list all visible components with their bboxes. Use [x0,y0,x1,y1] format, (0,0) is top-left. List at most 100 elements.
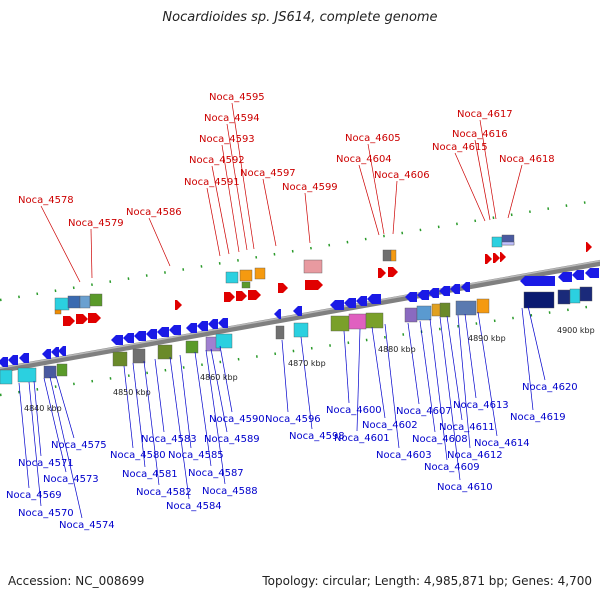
lower-gene-label: Noca_4588 [202,486,258,497]
leader-line [507,164,523,219]
leader-line [527,305,546,381]
protein-domain-box [239,269,253,282]
reverse-gene-arrow [157,327,169,337]
lower-gene-label: Noca_4580 [110,450,166,461]
lower-gene-label: Noca_4602 [362,420,418,431]
leader-line [281,339,289,413]
lower-gene-label: Noca_4611 [439,422,495,433]
reverse-gene-arrow [123,333,134,343]
reverse-gene-arrow [218,318,228,328]
lower-gene-label: Noca_4584 [166,501,222,512]
protein-domain-box [275,325,285,340]
kbp-label: 4840 kbp [24,404,62,413]
leader-line [356,328,361,432]
lower-gene-label: Noca_4569 [6,490,62,501]
lower-gene-label: Noca_4575 [51,440,107,451]
leader-line [384,323,400,449]
protein-domain-box [382,249,392,262]
protein-domain-box [303,259,323,274]
lower-gene-label: Noca_4601 [334,433,390,444]
leader-line [371,326,386,419]
leader-line [457,314,471,449]
upper-gene-label: Noca_4592 [189,155,245,166]
protein-domain-box [17,367,37,383]
protein-domain-box [56,363,68,377]
leader-line [205,349,226,485]
protein-domain-box [348,313,367,330]
forward-gene-arrow [586,242,592,252]
page-title: Nocardioides sp. JS614, complete genome [162,10,438,25]
upper-gene-label: Noca_4593 [199,134,255,145]
reverse-gene-arrow [42,349,51,359]
lower-gene-label: Noca_4587 [188,468,244,479]
upper-gene-label: Noca_4578 [18,195,74,206]
protein-domain-box [330,315,350,332]
kbp-label: 4890 kbp [468,334,506,343]
forward-gene-arrow [485,254,492,264]
upper-gene-label: Noca_4617 [457,109,513,120]
leader-line [343,330,350,404]
protein-domain-box [185,340,199,354]
forward-gene-arrow [76,314,88,324]
reverse-gene-arrow [146,329,157,339]
leader-line [521,307,534,411]
reverse-gene-arrow [19,353,29,363]
protein-domain-box [390,249,397,262]
forward-gene-arrow [493,253,500,263]
leader-line [479,119,497,220]
reverse-gene-arrow [558,272,572,282]
leader-line [49,376,83,519]
leader-line [419,320,436,433]
leader-line [210,348,228,433]
leader-line [407,322,420,405]
forward-gene-arrow [500,252,506,262]
leader-line [148,217,171,267]
reverse-gene-arrow [111,335,123,345]
lower-gene-label: Noca_4590 [209,414,265,425]
protein-domain-box [54,309,62,315]
lower-gene-label: Noca_4620 [522,382,578,393]
reverse-gene-arrow [274,309,281,319]
leader-line [304,192,311,244]
protein-domain-box [0,369,13,385]
genome-backbone [0,259,600,374]
leader-line [18,382,30,489]
protein-domain-box [79,295,91,309]
reverse-gene-arrow [8,355,18,365]
upper-gene-label: Noca_4597 [240,168,296,179]
reverse-gene-arrow [572,270,584,280]
leader-line [33,380,42,457]
lower-gene-label: Noca_4598 [289,431,345,442]
forward-gene-arrow [63,316,75,326]
reverse-gene-arrow [585,268,599,278]
reverse-gene-arrow [439,286,450,296]
reverse-gene-arrow [367,294,381,304]
gene-features [0,234,599,385]
leader-line [90,228,93,279]
protein-domain-box [132,348,146,364]
leader-line [179,354,192,449]
forward-gene-arrow [236,291,247,301]
leader-line [358,164,380,236]
reverse-gene-arrow [417,290,429,300]
lower-gene-label: Noca_4573 [43,474,99,485]
upper-gene-label: Noca_4594 [204,113,260,124]
upper-gene-label: Noca_4618 [499,154,555,165]
lower-gene-label: Noca_4612 [447,450,503,461]
reverse-gene-arrow [520,276,555,286]
reverse-gene-arrow [169,325,181,335]
protein-domain-box [365,312,384,329]
lower-gene-label: Noca_4570 [18,508,74,519]
reverse-gene-arrow [428,288,439,298]
reverse-gene-arrow [344,298,356,308]
kbp-label: 4880 kbp [378,345,416,354]
label-leader-lines [18,102,546,519]
reverse-gene-arrow [51,347,59,357]
upper-gene-label: Noca_4616 [452,129,508,140]
reverse-gene-arrow [330,300,344,310]
upper-gene-label: Noca_4604 [336,154,392,165]
leader-line [43,377,67,473]
upper-gene-label: Noca_4586 [126,207,182,218]
leader-line [477,311,498,437]
